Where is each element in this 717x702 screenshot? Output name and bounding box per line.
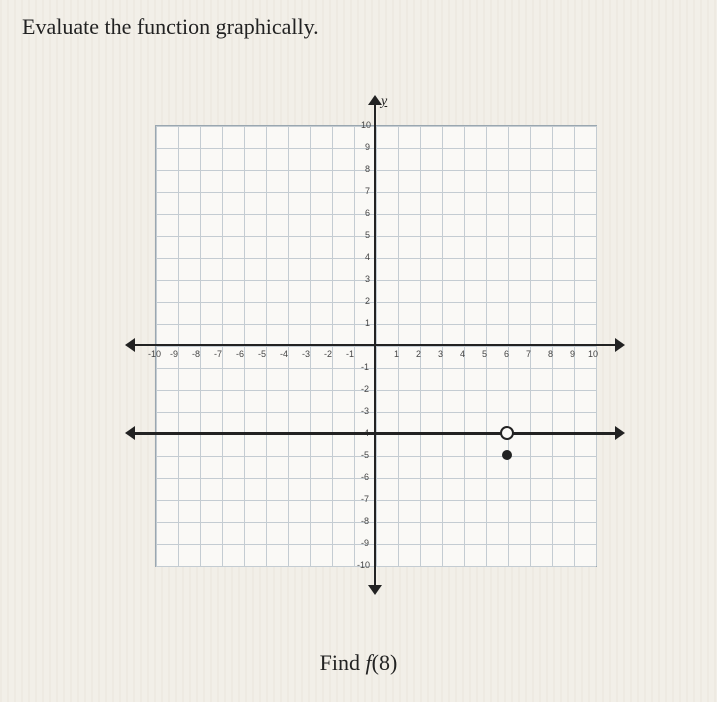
y-tick-label: -5 — [361, 450, 369, 460]
gridline-vertical — [596, 126, 597, 566]
x-tick-label: 4 — [460, 349, 465, 359]
question-argument: (8) — [372, 650, 398, 675]
y-tick-label: 9 — [365, 142, 370, 152]
grid-area — [155, 125, 597, 567]
gridline-horizontal — [156, 390, 596, 391]
gridline-horizontal — [156, 368, 596, 369]
gridline-horizontal — [156, 412, 596, 413]
x-tick-label: -9 — [170, 349, 178, 359]
closed-point — [502, 450, 512, 460]
open-point — [500, 426, 514, 440]
y-tick-label: 2 — [365, 296, 370, 306]
gridline-horizontal — [156, 302, 596, 303]
x-tick-label: 3 — [438, 349, 443, 359]
arrowhead-icon — [368, 585, 382, 595]
x-tick-label: -4 — [280, 349, 288, 359]
y-tick-label: 8 — [365, 164, 370, 174]
x-tick-label: 9 — [570, 349, 575, 359]
x-tick-label: -2 — [324, 349, 332, 359]
x-tick-label: -10 — [148, 349, 161, 359]
arrowhead-icon — [615, 338, 625, 352]
y-tick-label: -1 — [361, 362, 369, 372]
x-tick-label: 5 — [482, 349, 487, 359]
gridline-horizontal — [156, 456, 596, 457]
page-title: Evaluate the function graphically. — [22, 14, 319, 40]
y-tick-label: 5 — [365, 230, 370, 240]
arrowhead-icon — [615, 426, 625, 440]
gridline-horizontal — [156, 566, 596, 567]
gridline-horizontal — [156, 478, 596, 479]
x-tick-label: -8 — [192, 349, 200, 359]
function-segment — [135, 432, 502, 435]
x-tick-label: -5 — [258, 349, 266, 359]
y-tick-label: -8 — [361, 516, 369, 526]
y-tick-label: -7 — [361, 494, 369, 504]
gridline-horizontal — [156, 170, 596, 171]
y-tick-label: -10 — [357, 560, 370, 570]
gridline-horizontal — [156, 324, 596, 325]
arrowhead-icon — [125, 426, 135, 440]
y-tick-label: 6 — [365, 208, 370, 218]
gridline-horizontal — [156, 126, 596, 127]
gridline-horizontal — [156, 522, 596, 523]
question-text: Find f(8) — [0, 650, 717, 676]
x-tick-label: 1 — [394, 349, 399, 359]
gridline-horizontal — [156, 500, 596, 501]
gridline-horizontal — [156, 236, 596, 237]
question-prefix: Find — [320, 650, 366, 675]
gridline-horizontal — [156, 544, 596, 545]
y-tick-label: 3 — [365, 274, 370, 284]
y-tick-label: -3 — [361, 406, 369, 416]
y-tick-label: -2 — [361, 384, 369, 394]
gridline-horizontal — [156, 214, 596, 215]
coordinate-chart: y -10-9-8-7-6-5-4-3-2-112345678910109876… — [130, 100, 620, 590]
x-tick-label: -6 — [236, 349, 244, 359]
x-tick-label: -3 — [302, 349, 310, 359]
x-tick-label: 7 — [526, 349, 531, 359]
axis-segment — [374, 105, 376, 585]
x-tick-label: 8 — [548, 349, 553, 359]
y-tick-label: 10 — [361, 120, 371, 130]
x-tick-label: -1 — [346, 349, 354, 359]
gridline-horizontal — [156, 346, 596, 347]
function-segment — [512, 432, 615, 435]
gridline-horizontal — [156, 258, 596, 259]
arrowhead-icon — [368, 95, 382, 105]
gridline-horizontal — [156, 280, 596, 281]
arrowhead-icon — [125, 338, 135, 352]
y-tick-label: 4 — [365, 252, 370, 262]
y-tick-label: -9 — [361, 538, 369, 548]
x-tick-label: 6 — [504, 349, 509, 359]
x-tick-label: 10 — [588, 349, 598, 359]
y-tick-label: 7 — [365, 186, 370, 196]
x-tick-label: 2 — [416, 349, 421, 359]
y-tick-label: 1 — [365, 318, 370, 328]
y-tick-label: -6 — [361, 472, 369, 482]
gridline-horizontal — [156, 148, 596, 149]
gridline-horizontal — [156, 192, 596, 193]
x-tick-label: -7 — [214, 349, 222, 359]
